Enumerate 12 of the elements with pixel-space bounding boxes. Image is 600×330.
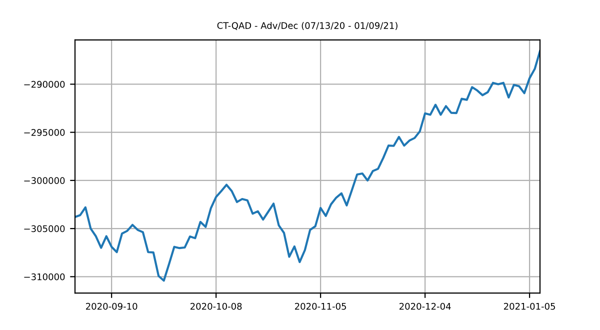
y-tick-label: −310000 [24,273,65,280]
y-tick-label: −295000 [24,129,65,136]
y-tick-label: −290000 [24,80,65,88]
x-tick-label: 2020-12-04 [399,302,451,310]
y-tick-label: −300000 [24,177,65,184]
chart-title: CT-QAD - Adv/Dec (07/13/20 - 01/09/21) [217,22,398,30]
y-tick-label: −305000 [24,225,65,232]
x-tick-label: 2020-09-10 [86,302,138,310]
line-series [75,50,540,282]
x-tick-label: 2021-01-05 [504,302,555,310]
x-tick-label: 2020-11-05 [294,302,346,310]
x-tick-label: 2020-10-08 [190,302,242,310]
